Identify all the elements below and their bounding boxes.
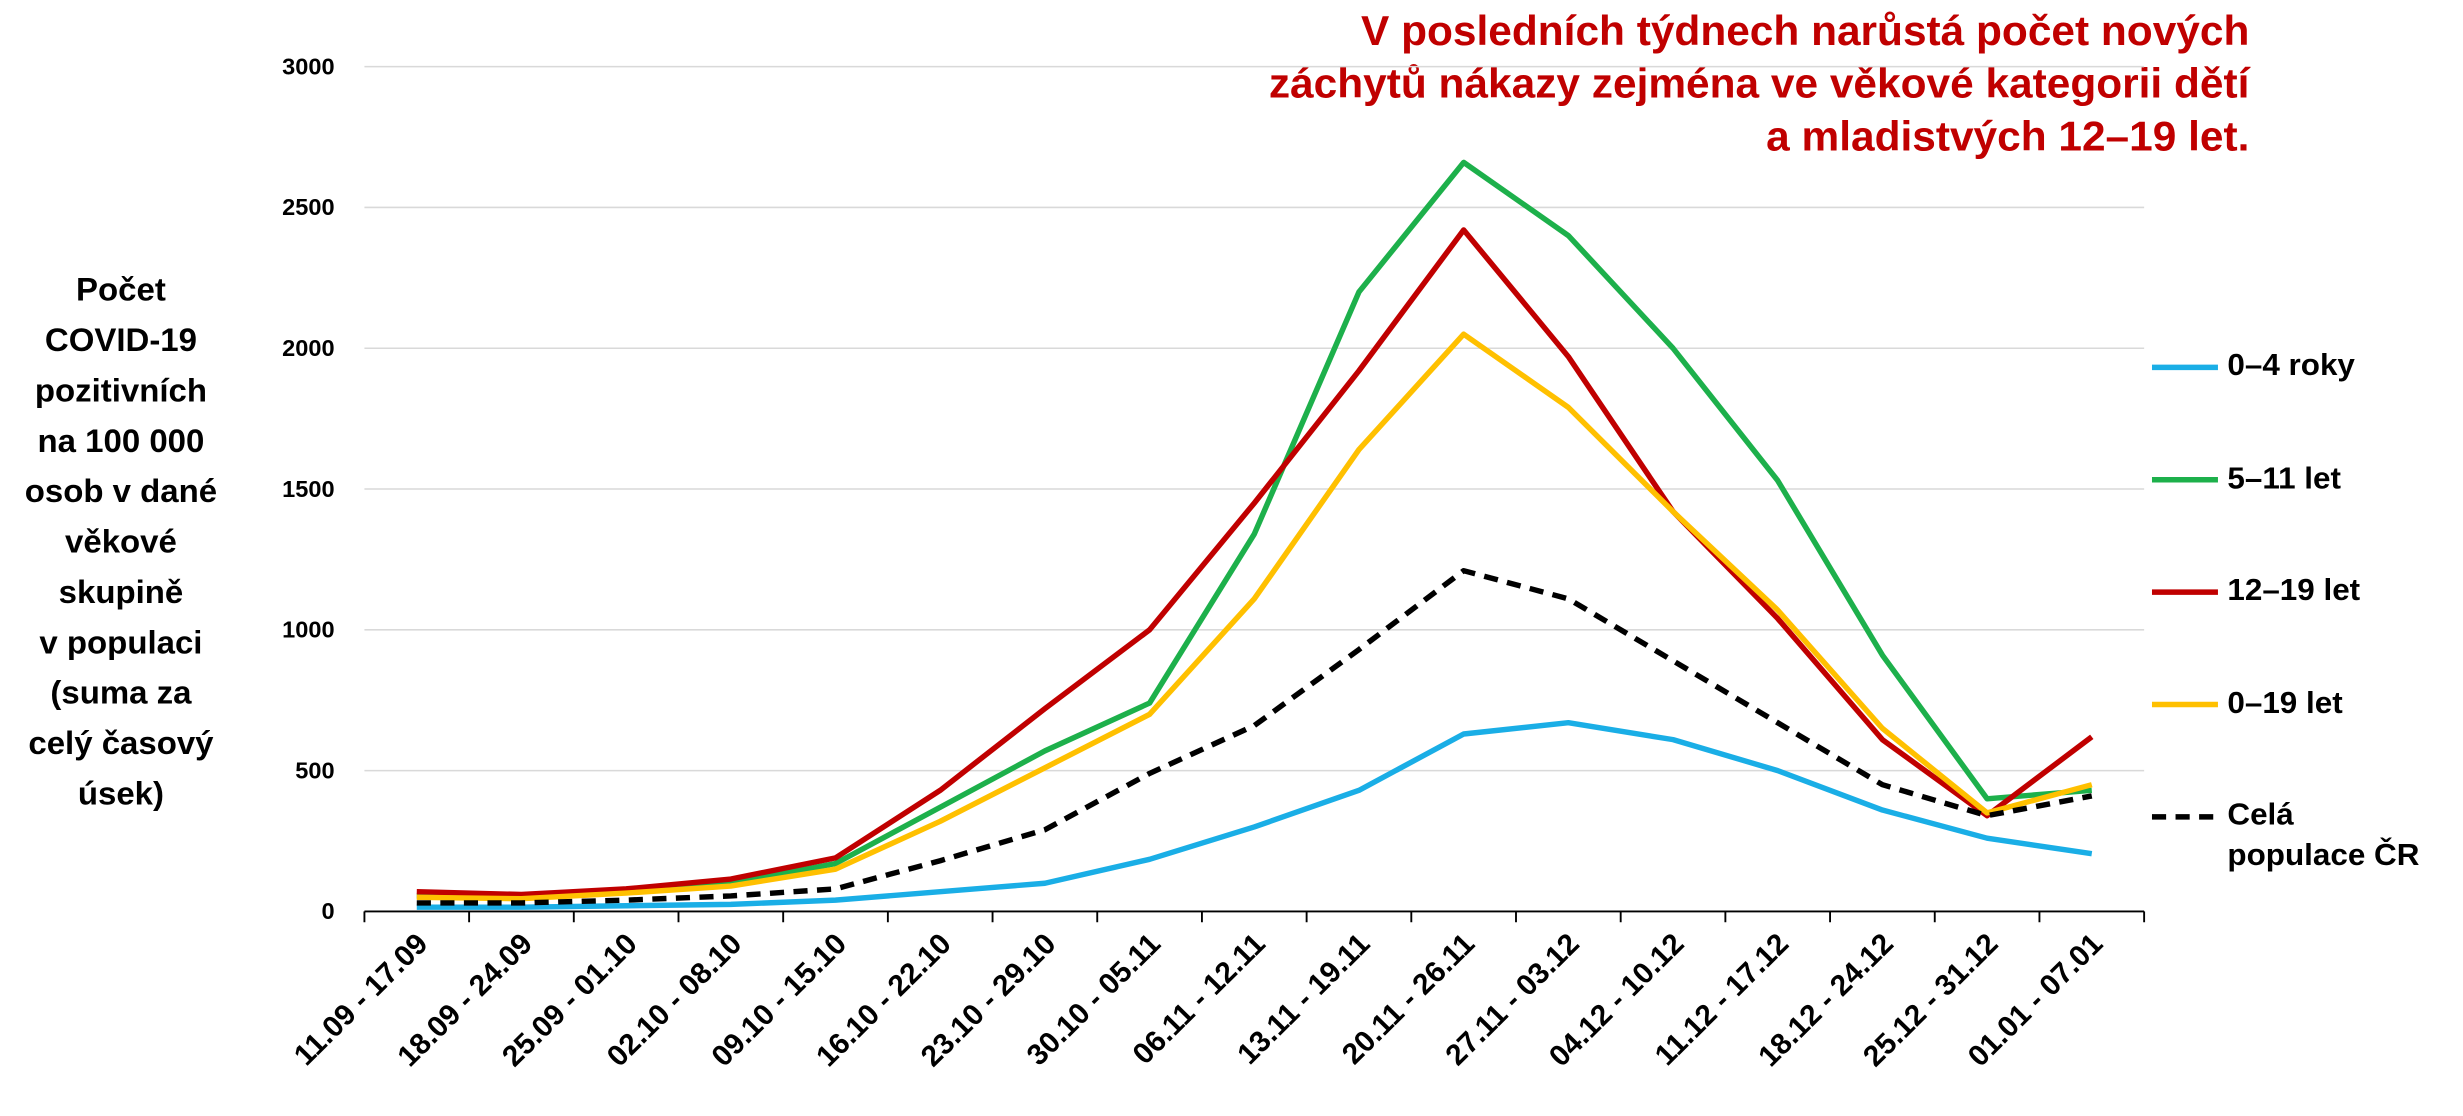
legend-label: 12–19 let (2227, 573, 2361, 608)
chart-title: a mladistvých 12–19 let. (1766, 113, 2249, 160)
series-line (416, 227, 2094, 898)
series-line (416, 720, 2093, 910)
y-axis-label: osob v dané (25, 472, 217, 509)
legend-label: 0–4 roky (2227, 348, 2355, 383)
chart-title: záchytů nákazy zejména ve věkové kategor… (1269, 60, 2251, 107)
legend-item: 0–19 let (2227, 685, 2343, 720)
y-axis-label: pozitivních (35, 372, 207, 409)
series-line (416, 567, 2093, 906)
chart-title: V posledních týdnech narůstá počet novýc… (1361, 7, 2249, 54)
legend-item: 5–11 let (2227, 461, 2341, 496)
y-axis-label: na 100 000 (38, 422, 205, 459)
y-axis-label: skupině (59, 573, 184, 610)
legend-label: Celá populace ČR (2227, 798, 2420, 873)
y-axis-label: celý časový (28, 724, 214, 761)
y-tick-label: 500 (295, 757, 334, 783)
y-axis-label: v populaci (39, 624, 202, 661)
y-tick-label: 2000 (282, 335, 334, 361)
legend-label: 0–19 let (2227, 685, 2343, 720)
series-line (416, 159, 2093, 901)
legend-item: Celá populace ČR (2227, 798, 2420, 873)
y-axis-label: COVID-19 (45, 321, 197, 358)
y-tick-label: 2500 (282, 194, 334, 220)
legend-label: 5–11 let (2227, 461, 2341, 496)
legend-item: 12–19 let (2227, 573, 2361, 608)
y-tick-label: 3000 (282, 54, 334, 80)
series-line (416, 331, 2093, 902)
legend-item: 0–4 roky (2227, 348, 2355, 383)
y-axis-label: (suma za (50, 674, 192, 711)
y-axis-label: úsek) (78, 775, 164, 812)
y-axis-label: Počet (76, 271, 166, 308)
y-tick-label: 0 (321, 898, 334, 924)
y-tick-label: 1000 (282, 617, 334, 643)
y-tick-label: 1500 (282, 476, 334, 502)
y-axis-label: věkové (65, 523, 177, 560)
